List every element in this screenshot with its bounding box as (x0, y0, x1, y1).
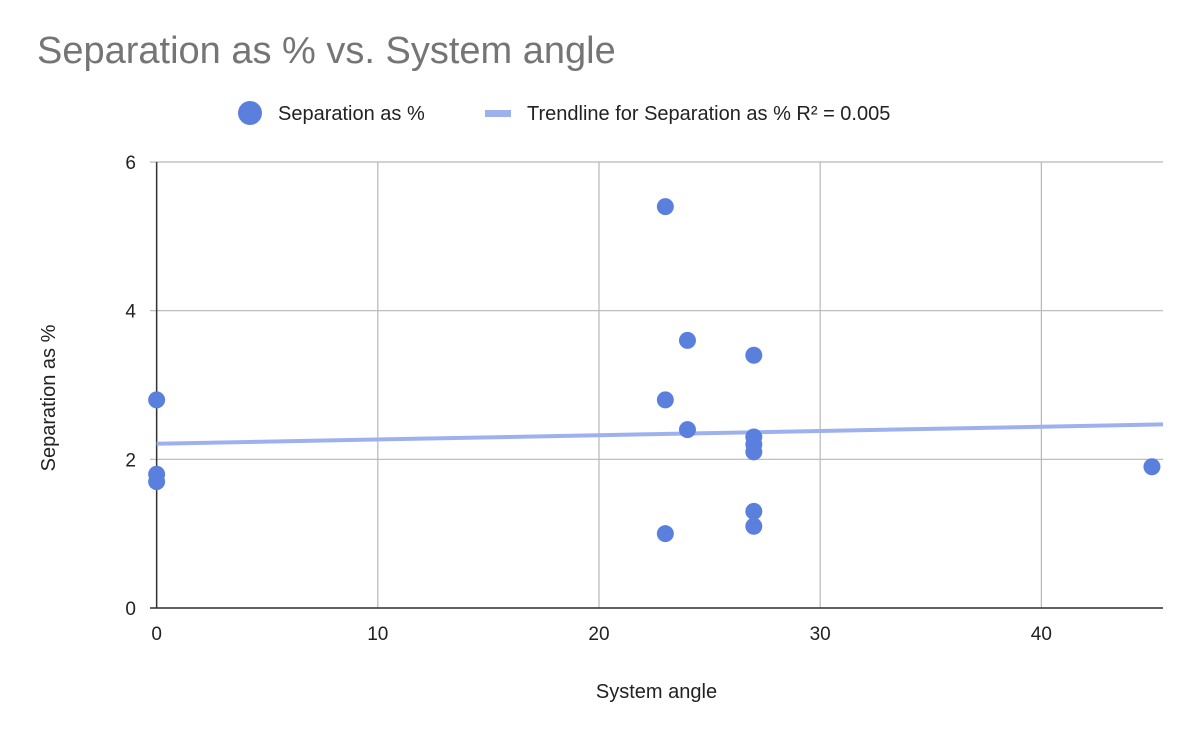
data-point (148, 473, 166, 491)
data-point (745, 443, 763, 461)
data-point (678, 421, 696, 439)
y-axis-title: Separation as % (38, 324, 60, 471)
x-tick-label: 20 (588, 624, 609, 645)
data-point (656, 198, 674, 216)
y-tick-label: 2 (125, 450, 136, 471)
data-point (678, 331, 696, 349)
chart-title: Separation as % vs. System angle (37, 30, 616, 72)
legend-label-series: Separation as % (278, 103, 425, 125)
x-axis-title: System angle (596, 681, 717, 703)
legend-marker-trendline (485, 110, 511, 117)
legend-label-trendline: Trendline for Separation as % R² = 0.005 (527, 103, 890, 125)
data-point (656, 525, 674, 543)
legend-marker-series (238, 101, 262, 125)
data-point (745, 346, 763, 364)
x-tick-label: 40 (1031, 624, 1052, 645)
x-tick-label: 10 (367, 624, 388, 645)
y-tick-label: 6 (125, 153, 136, 174)
x-tick-label: 30 (810, 624, 831, 645)
data-point (745, 517, 763, 535)
data-point (1143, 458, 1161, 476)
trendline (156, 422, 1164, 446)
y-tick-label: 4 (125, 302, 136, 323)
data-point (745, 502, 763, 520)
x-tick-label: 0 (151, 624, 162, 645)
y-tick-label: 0 (125, 599, 136, 620)
data-point (656, 391, 674, 409)
data-point (148, 391, 166, 409)
